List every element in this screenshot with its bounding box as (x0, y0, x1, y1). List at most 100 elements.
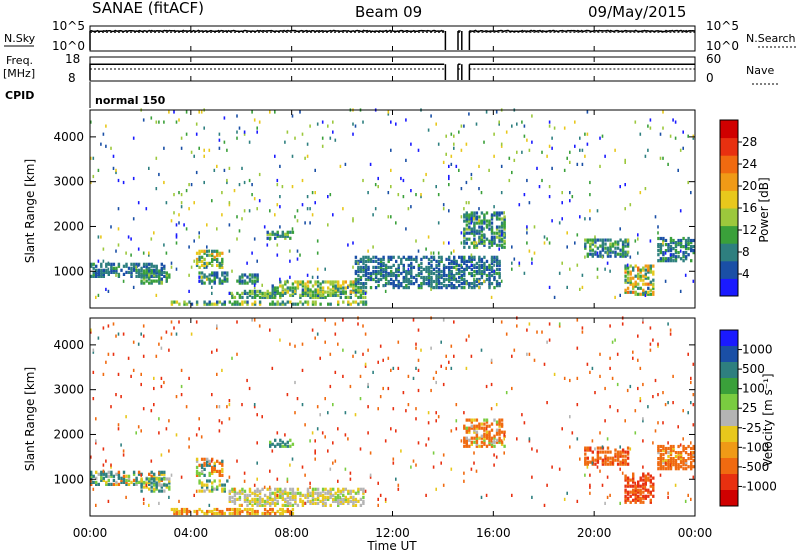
data-cell (495, 227, 499, 231)
data-cell (261, 415, 263, 419)
data-cell (442, 382, 445, 387)
data-cell (523, 134, 526, 138)
data-cell (609, 460, 612, 464)
data-cell (369, 275, 373, 280)
data-cell (228, 497, 231, 501)
data-cell (490, 444, 494, 448)
data-cell (450, 275, 453, 280)
data-cell (107, 474, 110, 478)
data-cell (634, 498, 637, 502)
data-cell (173, 110, 175, 114)
data-cell (258, 499, 262, 503)
data-cell (243, 289, 247, 293)
data-cell (251, 183, 253, 187)
data-cell (586, 110, 589, 114)
data-cell (120, 443, 122, 447)
data-cell (321, 503, 325, 507)
data-cell (362, 282, 365, 286)
data-cell (473, 286, 476, 290)
data-cell (274, 501, 277, 505)
data-cell (639, 488, 642, 492)
data-cell (634, 490, 637, 494)
data-cell (183, 302, 186, 306)
data-cell (692, 279, 695, 283)
data-cell (485, 237, 489, 241)
data-cell (468, 284, 471, 288)
data-cell (221, 271, 224, 275)
data-cell (364, 291, 367, 295)
data-cell (117, 273, 120, 277)
data-cell (402, 178, 405, 183)
data-cell (221, 509, 224, 514)
data-cell (216, 253, 219, 257)
data-cell (412, 275, 416, 280)
data-cell (190, 183, 193, 187)
data-cell (425, 265, 428, 269)
data-cell (453, 265, 456, 269)
noise-left-tick-bottom: 10^0 (52, 39, 85, 53)
data-cell (311, 499, 315, 503)
data-cell (349, 477, 352, 481)
data-cell (279, 495, 282, 499)
data-cell (480, 269, 484, 274)
data-cell (362, 269, 365, 274)
data-cell (576, 233, 579, 237)
data-cell (352, 284, 355, 288)
data-cell (475, 418, 479, 422)
data-cell (669, 238, 673, 243)
data-cell (566, 491, 568, 495)
data-cell (493, 205, 495, 209)
data-cell (243, 132, 246, 136)
data-cell (690, 497, 692, 501)
data-cell (203, 265, 206, 269)
data-cell (667, 461, 670, 465)
data-cell (639, 478, 642, 482)
data-cell (158, 471, 160, 475)
data-cell (153, 472, 156, 476)
data-cell (228, 223, 231, 227)
data-cell (674, 259, 678, 263)
data-cell (589, 244, 592, 248)
data-cell (125, 478, 128, 482)
data-cell (465, 201, 468, 205)
data-cell (301, 178, 304, 183)
data-cell (397, 340, 400, 344)
data-cell (377, 269, 380, 274)
data-cell (258, 501, 262, 505)
data-cell (551, 465, 553, 469)
data-cell (153, 386, 155, 391)
data-cell (90, 476, 93, 480)
data-cell (392, 273, 395, 278)
data-cell (236, 300, 239, 304)
data-cell (642, 419, 644, 423)
data-cell (490, 243, 494, 247)
data-cell (644, 264, 647, 268)
data-cell (657, 245, 660, 249)
data-cell (541, 330, 543, 334)
data-cell (203, 275, 206, 279)
data-cell (200, 263, 204, 267)
data-cell (599, 164, 601, 168)
data-cell (165, 275, 168, 279)
data-cell (672, 253, 675, 257)
data-cell (652, 488, 655, 492)
data-cell (478, 237, 481, 241)
data-cell (206, 509, 209, 514)
data-cell (644, 482, 647, 486)
data-cell (463, 215, 466, 219)
data-cell (291, 487, 295, 491)
data-cell (407, 403, 410, 407)
data-cell (503, 239, 506, 243)
data-cell (253, 497, 257, 501)
data-cell (634, 431, 637, 435)
data-cell (337, 487, 340, 491)
data-cell (551, 146, 553, 150)
data-cell (384, 271, 388, 276)
data-cell (316, 275, 319, 279)
data-cell (304, 473, 306, 477)
data-cell (642, 496, 645, 500)
data-cell (334, 497, 337, 501)
velocity-colorbar-tick-label: 1000 (742, 343, 773, 357)
data-cell (649, 490, 652, 494)
data-cell (632, 474, 635, 478)
